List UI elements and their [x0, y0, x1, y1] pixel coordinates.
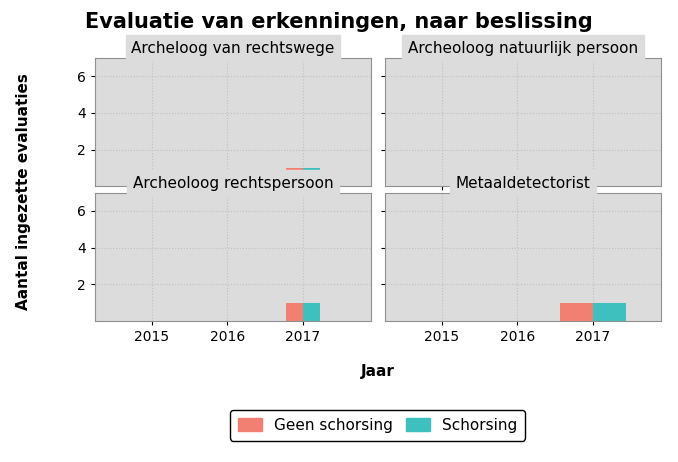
- Title: Archeoloog natuurlijk persoon: Archeoloog natuurlijk persoon: [408, 41, 638, 56]
- Title: Metaaldetectorist: Metaaldetectorist: [456, 176, 591, 191]
- Bar: [303, 168, 319, 186]
- Text: Aantal ingezette evaluaties: Aantal ingezette evaluaties: [16, 73, 31, 310]
- Title: Archeloog van rechtswege: Archeloog van rechtswege: [132, 41, 335, 56]
- Legend: Geen schorsing, Schorsing: Geen schorsing, Schorsing: [230, 410, 525, 440]
- Text: Evaluatie van erkenningen, naar beslissing: Evaluatie van erkenningen, naar beslissi…: [85, 12, 593, 31]
- Bar: [303, 303, 319, 321]
- Title: Archeoloog rechtspersoon: Archeoloog rechtspersoon: [133, 176, 334, 191]
- Bar: [593, 303, 626, 321]
- Bar: [559, 303, 593, 321]
- Bar: [286, 303, 303, 321]
- Text: Jaar: Jaar: [361, 365, 395, 379]
- Bar: [286, 168, 303, 186]
